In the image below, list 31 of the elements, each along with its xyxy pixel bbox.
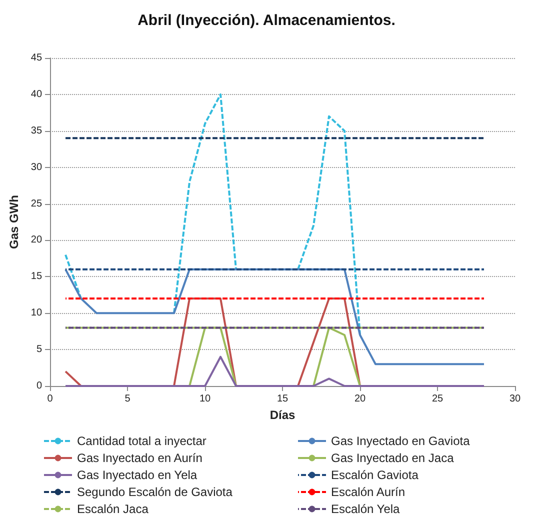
y-tick-label: 10 (30, 308, 42, 319)
y-tick-label: 20 (30, 234, 42, 246)
legend-label: Escalón Gaviota (331, 468, 419, 482)
legend-label: Gas Inyectado en Aurín (77, 451, 202, 465)
legend-label: Segundo Escalón de Gaviota (77, 485, 233, 499)
x-tick-label: 0 (47, 394, 54, 404)
y-tick-label: 0 (36, 380, 42, 392)
x-tick-label: 25 (432, 394, 444, 404)
legend-label: Gas Inyectado en Jaca (331, 451, 454, 465)
legend-label: Cantidad total a inyectar (77, 434, 206, 448)
legend-label: Gas Inyectado en Yela (77, 468, 198, 482)
y-tick-label: 45 (30, 52, 42, 64)
y-tick-label: 5 (36, 344, 42, 356)
x-tick-label: 20 (354, 394, 366, 404)
line-series (64, 268, 485, 366)
x-tick-label: 5 (124, 394, 131, 404)
y-tick-label: 25 (30, 198, 42, 210)
chart-title: Abril (Inyección). Almacenamientos. (138, 12, 396, 29)
x-tick-label: 10 (199, 394, 212, 404)
legend-label: Escalón Yela (331, 502, 400, 516)
x-tick-label: 30 (509, 394, 521, 404)
legend-label: Escalón Jaca (77, 502, 149, 516)
y-tick-label: 40 (30, 88, 42, 100)
y-axis-title: Gas GWh (7, 194, 21, 250)
x-tick-label: 15 (276, 394, 289, 404)
y-tick-label: 30 (30, 162, 42, 173)
y-tick-label: 35 (30, 125, 42, 136)
y-tick-label: 15 (30, 271, 42, 282)
legend-label: Gas Inyectado en Gaviota (331, 434, 470, 448)
x-axis-title: Días (270, 408, 296, 422)
legend-label: Escalón Aurín (331, 485, 406, 499)
